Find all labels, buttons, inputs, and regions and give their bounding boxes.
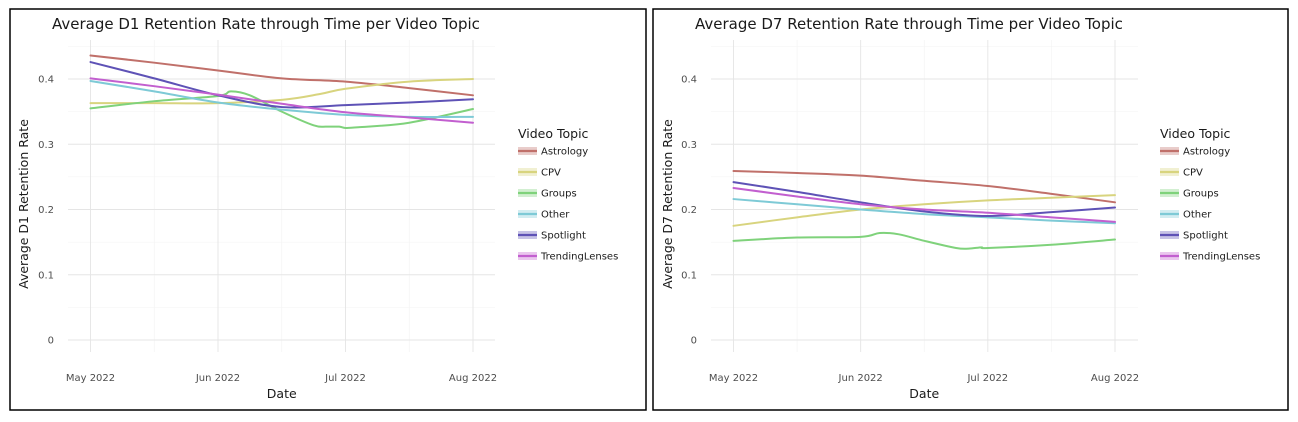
legend-label-spotlight: Spotlight [541,231,586,242]
series-line-groups [732,231,1116,250]
series-line-trendinglenses [89,77,474,124]
x-tick-label: Jul 2022 [324,373,366,384]
y-tick-label: 0.3 [38,140,54,151]
x-axis-title: Date [267,386,297,401]
d1-panel-border [9,8,647,411]
legend-label-spotlight: Spotlight [1183,231,1228,242]
legend-label-cpv: CPV [1183,168,1203,179]
x-tick-label: Jul 2022 [966,373,1008,384]
series-line-spotlight [89,61,474,109]
legend-label-trendinglenses: TrendingLenses [540,252,618,263]
y-tick-label: 0.4 [681,75,697,86]
y-tick-label: 0.1 [38,270,54,281]
legend-label-other: Other [1183,210,1212,221]
series-line-spotlight [732,181,1116,218]
legend-title: Video Topic [518,126,589,141]
series-line-trendinglenses [732,186,1116,223]
y-tick-label: 0.2 [38,205,54,216]
y-tick-label: 0 [691,336,697,347]
x-tick-label: Jun 2022 [195,373,240,384]
x-tick-label: May 2022 [709,373,758,384]
chart-title: Average D7 Retention Rate through Time p… [695,15,1123,33]
y-axis-title: Average D1 Retention Rate [16,119,31,289]
d7-series-lines [732,170,1116,250]
legend-label-astrology: Astrology [1183,147,1230,158]
y-tick-label: 0.4 [38,75,54,86]
x-axis-title: Date [909,386,939,401]
legend-label-other: Other [541,210,570,221]
legend-title: Video Topic [1160,126,1231,141]
series-line-astrology [732,170,1116,204]
x-tick-label: Jun 2022 [838,373,883,384]
d1-chart-panel: 0 0.1 0.2 0.3 0.4 May 2022 Jun 2022 Jul 2022 Aug… [9,8,647,411]
y-tick-label: 0.2 [681,205,697,216]
y-axis-title: Average D7 Retention Rate [660,119,675,289]
x-tick-label: May 2022 [66,373,115,384]
legend-label-cpv: CPV [541,168,561,179]
d1-series-lines [89,54,474,130]
legend-label-groups: Groups [1183,189,1219,200]
d1-legend: Video Topic Astrology CPV Groups Other Spotli… [518,126,618,263]
series-line-cpv [89,78,474,105]
d7-gridlines [711,40,1138,352]
d7-chart-panel: 0 0.1 0.2 0.3 0.4 May 2022 Jun 2022 Jul 2022 Aug… [652,8,1289,411]
x-tick-label: Aug 2022 [1091,373,1139,384]
series-line-astrology [89,54,474,97]
chart-title: Average D1 Retention Rate through Time p… [52,15,480,33]
y-tick-label: 0.3 [681,140,697,151]
y-tick-label: 0 [48,336,54,347]
d7-panel-border [652,8,1289,411]
legend-label-groups: Groups [541,189,577,200]
d7-legend: Video Topic Astrology CPV Groups Other Spotli… [1160,126,1260,263]
legend-label-trendinglenses: TrendingLenses [1182,252,1260,263]
y-tick-label: 0.1 [681,270,697,281]
x-tick-label: Aug 2022 [449,373,497,384]
series-line-cpv [732,194,1116,227]
legend-label-astrology: Astrology [541,147,588,158]
series-line-other [732,198,1116,225]
